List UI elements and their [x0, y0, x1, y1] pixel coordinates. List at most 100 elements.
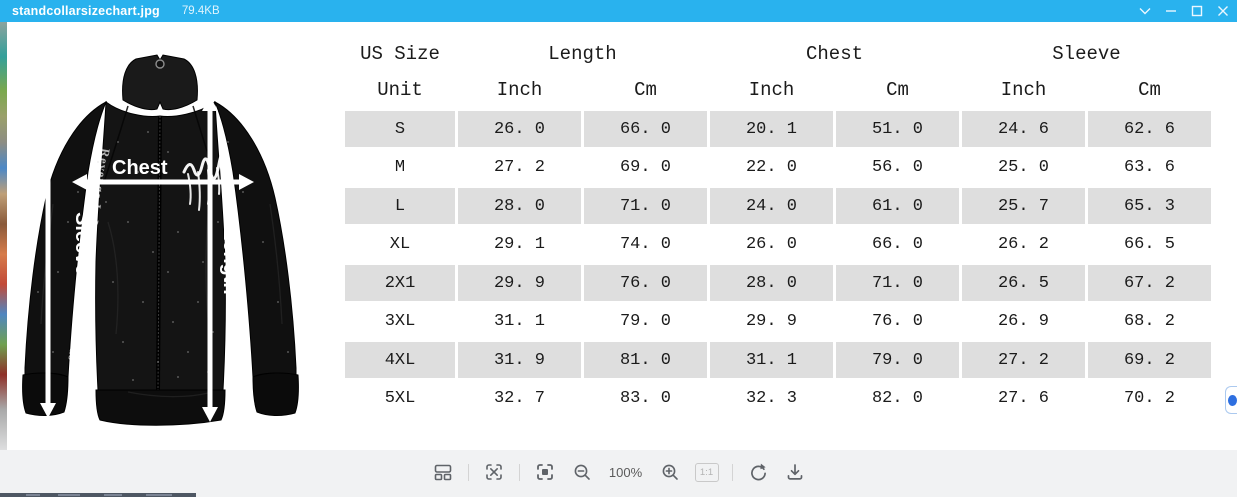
length-label: Length: [219, 228, 241, 295]
zoom-out-icon[interactable]: [570, 460, 594, 484]
table-cell: 61. 0: [836, 188, 959, 224]
unit-header: Cm: [1138, 79, 1161, 101]
right-sleeve-text: Revenge Is In The Creators Hands: [305, 139, 340, 361]
table-cell: 69. 0: [619, 158, 671, 177]
download-icon[interactable]: [783, 460, 807, 484]
toolbar-separator: [467, 463, 469, 481]
table-row: S 26. 0 66. 0 20. 1 51. 0 24. 6 62. 6: [345, 111, 1211, 147]
chest-label: Chest: [112, 157, 168, 179]
table-cell: 29. 1: [493, 235, 545, 254]
table-cell: 63. 6: [1123, 158, 1175, 177]
blue-dot-icon: [1228, 394, 1237, 406]
minimize-icon[interactable]: [1162, 2, 1180, 21]
table-group-header-row: US Size Length Chest Sleeve: [345, 40, 1211, 68]
table-cell: 32. 7: [493, 389, 545, 408]
measurement-arrows: [45, 108, 244, 410]
unit-header: Inch: [1000, 79, 1047, 101]
table-cell: 31. 9: [458, 342, 581, 378]
jacket-illustration: Revenge Is In The Creators Hands Revenge…: [8, 54, 342, 426]
jacket-hem-band: [95, 389, 226, 426]
table-unit-header-row: Unit Inch Cm Inch Cm Inch Cm: [345, 76, 1211, 104]
table-row: L 28. 0 71. 0 24. 0 61. 0 25. 7 65. 3: [345, 188, 1211, 224]
toolbar-separator: [518, 463, 520, 481]
table-cell: 27. 2: [493, 158, 545, 177]
table-cell: 2X1: [345, 265, 455, 301]
table-cell: 3XL: [384, 312, 416, 331]
table-cell: 81. 0: [584, 342, 707, 378]
table-cell: 24. 6: [962, 111, 1085, 147]
titlebar: standcollarsizechart.jpg 79.4KB: [0, 0, 1237, 22]
recognize-text-icon[interactable]: [482, 460, 506, 484]
table-cell: 26. 2: [997, 235, 1049, 254]
table-cell: S: [345, 111, 455, 147]
zipper-pull: [155, 59, 165, 69]
table-cell: 66. 0: [584, 111, 707, 147]
close-icon[interactable]: [1214, 2, 1232, 21]
column-header: Chest: [805, 43, 863, 65]
background-taskbar-sliver: [0, 493, 196, 497]
jacket-photo: Revenge Is In The Creators Hands Revenge…: [8, 22, 342, 450]
table-cell: 20. 1: [710, 111, 833, 147]
actual-size-icon[interactable]: 1:1: [694, 462, 719, 482]
table-cell: 74. 0: [619, 235, 671, 254]
table-cell: 29. 9: [458, 265, 581, 301]
table-cell: 62. 6: [1088, 111, 1211, 147]
table-cell: 71. 0: [836, 265, 959, 301]
table-cell: 51. 0: [836, 111, 959, 147]
fit-screen-icon[interactable]: [533, 460, 557, 484]
table-cell: 65. 3: [1088, 188, 1211, 224]
table-row: 2X1 29. 9 76. 0 28. 0 71. 0 26. 5 67. 2: [345, 265, 1211, 301]
table-cell: 31. 1: [710, 342, 833, 378]
window-controls: [1136, 0, 1232, 22]
table-cell: 76. 0: [871, 312, 923, 331]
size-chart-table: US Size Length Chest Sleeve Unit Inch Cm…: [345, 40, 1211, 417]
window-title: standcollarsizechart.jpg: [12, 4, 160, 18]
table-cell: 22. 0: [745, 158, 797, 177]
jacket-collar: [122, 54, 198, 111]
table-cell: 69. 2: [1088, 342, 1211, 378]
table-cell: 26. 0: [745, 235, 797, 254]
table-cell: 27. 6: [997, 389, 1049, 408]
background-window-sliver: [0, 22, 7, 452]
column-header: US Size: [360, 43, 440, 65]
table-cell: 31. 1: [493, 312, 545, 331]
column-header: Length: [548, 43, 617, 65]
table-row: M 27. 2 69. 0 22. 0 56. 0 25. 0 63. 6: [345, 150, 1211, 186]
table-cell: 24. 0: [710, 188, 833, 224]
expand-icon[interactable]: [1136, 2, 1154, 21]
unit-header: Cm: [886, 79, 909, 101]
table-cell: 5XL: [384, 389, 416, 408]
table-cell: 66. 5: [1123, 235, 1175, 254]
table-cell: 83. 0: [619, 389, 671, 408]
floating-side-button[interactable]: [1225, 386, 1237, 414]
thumbnails-icon[interactable]: [431, 460, 455, 484]
table-cell: 25. 0: [997, 158, 1049, 177]
maximize-icon[interactable]: [1188, 2, 1206, 21]
table-cell: 76. 0: [584, 265, 707, 301]
file-size-label: 79.4KB: [181, 5, 220, 17]
table-cell: 4XL: [345, 342, 455, 378]
table-cell: 82. 0: [871, 389, 923, 408]
table-cell: L: [345, 188, 455, 224]
table-cell: M: [394, 158, 406, 177]
table-cell: 56. 0: [871, 158, 923, 177]
table-cell: XL: [389, 235, 411, 254]
table-cell: 79. 0: [619, 312, 671, 331]
table-cell: 29. 9: [745, 312, 797, 331]
toolbar-buttons: 100% 1:1: [431, 459, 807, 485]
table-cell: 70. 2: [1123, 389, 1175, 408]
table-cell: 27. 2: [962, 342, 1085, 378]
column-header: Sleeve: [1052, 43, 1121, 65]
chest-logo-graffiti: [182, 151, 230, 211]
table-row: XL 29. 1 74. 0 26. 0 66. 0 26. 2 66. 5: [345, 227, 1211, 263]
table-row: 4XL 31. 9 81. 0 31. 1 79. 0 27. 2 69. 2: [345, 342, 1211, 378]
table-cell: 28. 0: [710, 265, 833, 301]
rotate-icon[interactable]: [746, 460, 770, 484]
table-cell: 26. 9: [997, 312, 1049, 331]
table-cell: 68. 2: [1123, 312, 1175, 331]
unit-header: Cm: [634, 79, 657, 101]
zoom-in-icon[interactable]: [658, 460, 682, 484]
table-row: 3XL 31. 1 79. 0 29. 9 76. 0 26. 9 68. 2: [345, 304, 1211, 340]
table-cell: 79. 0: [836, 342, 959, 378]
